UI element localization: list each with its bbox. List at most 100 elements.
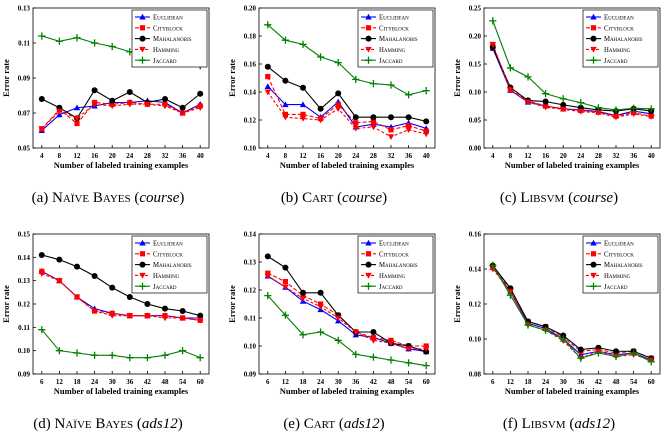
x-axis-label: Number of labeled training examples [280, 160, 415, 170]
data-point-hamming [489, 41, 496, 48]
chart-svg: 0.08 0.10 0.12 0.14 0.16 6 12 18 24 30 36 42 48 54 60 N… [452, 231, 661, 396]
data-point-jaccard [179, 347, 187, 355]
legend-marker-cityblock [590, 251, 597, 257]
legend-marker-cityblock [139, 251, 146, 257]
data-point-mahalanobis [370, 114, 377, 121]
series-line-cityblock [267, 272, 427, 347]
data-point-hamming [370, 124, 377, 131]
series-line-mahalanobis [492, 265, 652, 359]
data-point-mahalanobis [542, 98, 549, 105]
data-point-hamming [38, 271, 45, 277]
legend-label-euclidean: Euclidean [153, 241, 183, 248]
data-point-cityblock [353, 120, 359, 126]
data-point-hamming [56, 108, 63, 115]
x-tick-label: 30 [560, 378, 568, 386]
data-point-mahalanobis [56, 256, 63, 263]
data-point-jaccard [577, 99, 585, 107]
series-hamming [38, 101, 204, 132]
data-point-mahalanobis [264, 63, 271, 70]
y-tick-label: 0.09 [244, 371, 257, 379]
y-tick-label: 0.13 [18, 5, 31, 13]
series-mahalanobis [264, 63, 430, 125]
caption-method: Libsvm [520, 190, 565, 206]
data-point-mahalanobis [162, 96, 168, 102]
data-point-cityblock [370, 335, 376, 341]
x-tick-label: 16 [542, 152, 550, 160]
data-point-mahalanobis [91, 273, 98, 279]
data-point-jaccard [387, 81, 395, 89]
data-point-jaccard [542, 326, 550, 334]
chart-svg: 0.10 0.12 0.14 0.16 0.18 0.20 4 8 12 16 20 24 28 32 36… [227, 5, 436, 170]
legend-label-hamming: Hamming [604, 273, 631, 280]
data-point-jaccard [612, 106, 620, 114]
y-tick-label: 0.11 [244, 315, 256, 323]
series-line-hamming [492, 268, 652, 361]
series-line-cityblock [41, 101, 201, 130]
x-tick-label: 12 [56, 378, 64, 386]
legend-label-cityblock: Cityblock [604, 25, 634, 32]
data-point-hamming [126, 313, 133, 319]
y-tick-label: 0.10 [469, 336, 482, 344]
legend: Euclidean Cityblock Mahalanobis Hamming Jacc… [582, 235, 659, 294]
y-tick-label: 0.12 [18, 301, 31, 309]
data-point-jaccard [299, 40, 307, 48]
data-point-jaccard [630, 349, 638, 357]
x-tick-label: 60 [197, 378, 205, 386]
legend-marker-mahalanobis [365, 35, 372, 42]
legend-label-euclidean: Euclidean [379, 15, 409, 22]
legend-marker-euclidean [590, 13, 597, 20]
x-tick-label: 36 [577, 378, 585, 386]
data-point-mahalanobis [317, 105, 324, 112]
data-point-cityblock [423, 343, 429, 349]
x-tick-label: 8 [284, 152, 288, 160]
data-point-mahalanobis [317, 289, 324, 296]
data-point-jaccard [577, 354, 585, 362]
y-tick-label: 0.13 [244, 259, 257, 267]
legend-label-hamming: Hamming [379, 273, 406, 280]
y-tick-label: 0.09 [18, 371, 31, 379]
data-point-jaccard [264, 21, 272, 29]
data-point-jaccard [506, 291, 514, 299]
data-point-mahalanobis [179, 104, 186, 111]
legend-label-mahalanobis: Mahalanobis [379, 36, 418, 43]
data-point-jaccard [489, 261, 497, 270]
y-tick-label: 0.10 [244, 145, 257, 153]
legend: Euclidean Cityblock Mahalanobis Hamming Jacc… [131, 9, 208, 68]
data-point-jaccard [73, 34, 81, 42]
series-line-jaccard [267, 24, 427, 96]
panel-caption: (e) Cart (ads12) [283, 416, 385, 432]
x-tick-label: 18 [300, 378, 308, 386]
x-tick-label: 24 [352, 152, 360, 160]
data-point-jaccard [299, 331, 307, 339]
legend-marker-hamming [590, 272, 597, 279]
data-point-jaccard [73, 349, 81, 357]
caption-method: Naïve Bayes [52, 190, 131, 206]
legend-marker-hamming [365, 272, 372, 279]
data-point-hamming [352, 125, 359, 132]
panel-caption: (c) Libsvm (course) [499, 190, 619, 206]
y-tick-label: 0.05 [469, 117, 482, 125]
legend-marker-mahalanobis [139, 35, 146, 42]
x-tick-label: 36 [179, 152, 187, 160]
caption-dataset: course [139, 190, 180, 206]
y-axis-label: Error rate [227, 59, 237, 97]
data-point-jaccard [317, 53, 325, 61]
data-point-jaccard [38, 326, 46, 334]
legend-marker-jaccard [364, 282, 373, 290]
series-jaccard [489, 17, 655, 114]
x-tick-label: 54 [630, 378, 638, 386]
legend-label-jaccard: Jaccard [153, 58, 177, 65]
data-point-jaccard [317, 328, 325, 336]
data-point-hamming [405, 127, 412, 133]
y-tick-label: 0.14 [244, 231, 257, 239]
legend-label-cityblock: Cityblock [379, 251, 409, 258]
legend: Euclidean Cityblock Mahalanobis Hamming Jacc… [582, 9, 659, 68]
legend-marker-mahalanobis [590, 261, 597, 268]
chart-panel-e: 0.09 0.10 0.11 0.12 0.13 0.14 6 12 18 24 30 36 42 48 5… [226, 226, 442, 448]
data-point-hamming [144, 313, 151, 319]
legend-marker-euclidean [139, 13, 146, 20]
y-axis-label: Error rate [1, 59, 11, 97]
data-point-mahalanobis [38, 252, 45, 258]
data-point-hamming [73, 115, 81, 122]
x-tick-label: 30 [109, 378, 117, 386]
